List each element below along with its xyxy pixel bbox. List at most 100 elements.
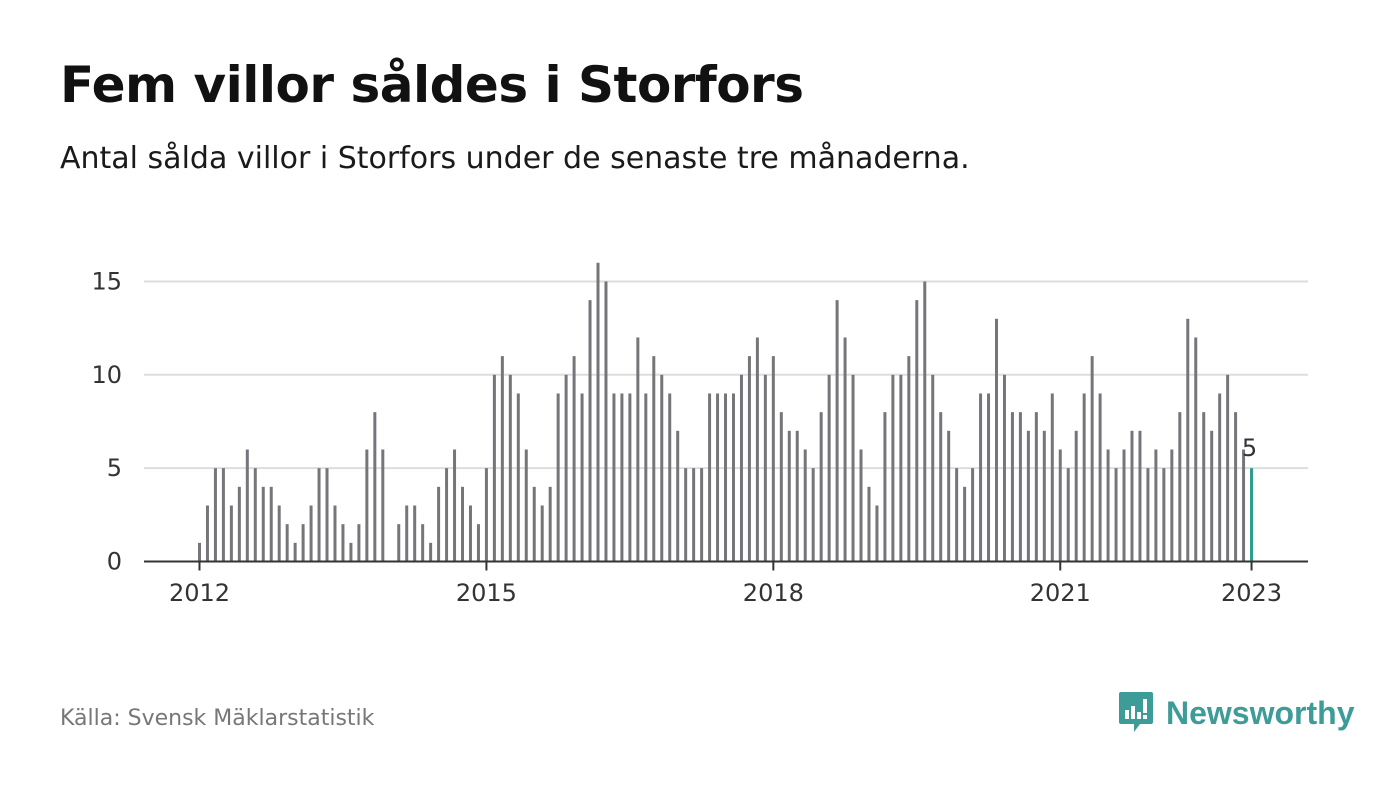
bar bbox=[676, 430, 680, 562]
bar bbox=[492, 374, 496, 562]
bar bbox=[763, 374, 767, 562]
bar bbox=[269, 486, 273, 562]
bar bbox=[907, 356, 911, 562]
bar bbox=[620, 393, 624, 562]
bar bbox=[468, 505, 472, 562]
bar bbox=[229, 505, 233, 562]
bar bbox=[1098, 393, 1102, 562]
bar bbox=[1218, 393, 1222, 562]
bar bbox=[309, 505, 313, 562]
bar bbox=[891, 374, 895, 562]
bar bbox=[1050, 393, 1054, 562]
bar bbox=[835, 300, 839, 562]
x-tick-label: 2015 bbox=[456, 579, 517, 607]
bar bbox=[213, 468, 217, 562]
bar bbox=[524, 449, 528, 562]
y-tick-label: 0 bbox=[107, 548, 122, 576]
bar bbox=[405, 505, 409, 562]
bar bbox=[461, 486, 465, 562]
bar bbox=[1242, 449, 1246, 562]
chart-title: Fem villor såldes i Storfors bbox=[60, 56, 804, 114]
bar bbox=[1138, 430, 1142, 562]
bar bbox=[819, 412, 823, 562]
bar bbox=[437, 486, 441, 562]
bar bbox=[979, 393, 983, 562]
bar bbox=[803, 449, 807, 562]
x-tick-label: 2018 bbox=[743, 579, 804, 607]
y-tick-label: 15 bbox=[91, 267, 122, 295]
bar bbox=[1210, 430, 1214, 562]
bar bbox=[1018, 412, 1022, 562]
bar bbox=[413, 505, 417, 562]
bar bbox=[349, 542, 353, 562]
x-tick-label: 2012 bbox=[169, 579, 230, 607]
highlight-bar bbox=[1250, 468, 1254, 562]
bar bbox=[731, 393, 735, 562]
bar bbox=[716, 393, 720, 562]
source-note: Källa: Svensk Mäklarstatistik bbox=[60, 706, 375, 731]
last-value-label: 5 bbox=[1242, 434, 1257, 462]
bar bbox=[540, 505, 544, 562]
x-tick-label: 2023 bbox=[1221, 579, 1282, 607]
bar bbox=[859, 449, 863, 562]
bar bbox=[1122, 449, 1126, 562]
bar bbox=[755, 337, 759, 562]
bar bbox=[724, 393, 728, 562]
bar bbox=[221, 468, 225, 562]
bar bbox=[301, 524, 305, 562]
bar bbox=[500, 356, 504, 562]
bar bbox=[628, 393, 632, 562]
bar bbox=[484, 468, 488, 562]
bar bbox=[787, 430, 791, 562]
bar bbox=[261, 486, 265, 562]
bar bbox=[851, 374, 855, 562]
x-tick-label: 2021 bbox=[1030, 579, 1091, 607]
bar bbox=[285, 524, 289, 562]
bar bbox=[333, 505, 337, 562]
bar bbox=[915, 300, 919, 562]
bar bbox=[580, 393, 584, 562]
bar bbox=[1226, 374, 1230, 562]
bar bbox=[739, 374, 743, 562]
bar bbox=[779, 412, 783, 562]
bar bbox=[1026, 430, 1030, 562]
bar bbox=[293, 542, 297, 562]
bar bbox=[373, 412, 377, 562]
bar bbox=[995, 318, 998, 562]
bar bbox=[747, 356, 751, 562]
bar bbox=[1106, 449, 1110, 562]
bar bbox=[708, 393, 712, 562]
bar bbox=[923, 281, 927, 562]
bar bbox=[245, 449, 249, 562]
brand-logo: Newsworthy bbox=[1118, 690, 1354, 736]
bar bbox=[771, 356, 775, 562]
bar bbox=[636, 337, 640, 562]
bar bbox=[429, 542, 433, 562]
bar bbox=[532, 486, 536, 562]
bar bbox=[811, 468, 815, 562]
bar bbox=[1202, 412, 1206, 562]
bar bbox=[548, 486, 552, 562]
bar bbox=[684, 468, 688, 562]
y-tick-label: 10 bbox=[91, 361, 122, 389]
bar bbox=[1042, 430, 1046, 562]
bar bbox=[572, 356, 576, 562]
bar bbox=[971, 468, 975, 562]
bar bbox=[476, 524, 480, 562]
bar bbox=[1010, 412, 1014, 562]
bar bbox=[237, 486, 241, 562]
bar bbox=[1186, 318, 1190, 562]
bar bbox=[516, 393, 520, 562]
bar bbox=[660, 374, 664, 562]
bar bbox=[445, 468, 449, 562]
bar bbox=[644, 393, 648, 562]
brand-name: Newsworthy bbox=[1166, 694, 1355, 731]
bar bbox=[453, 449, 457, 562]
bar bbox=[381, 449, 385, 562]
bar bbox=[963, 486, 967, 562]
bar bbox=[317, 468, 321, 562]
bar bbox=[700, 468, 704, 562]
bar bbox=[253, 468, 257, 562]
bar bbox=[612, 393, 616, 562]
bar-chart: 0 5 10 15 5 2012 2015 2018 2021 2023 bbox=[91, 262, 1308, 607]
